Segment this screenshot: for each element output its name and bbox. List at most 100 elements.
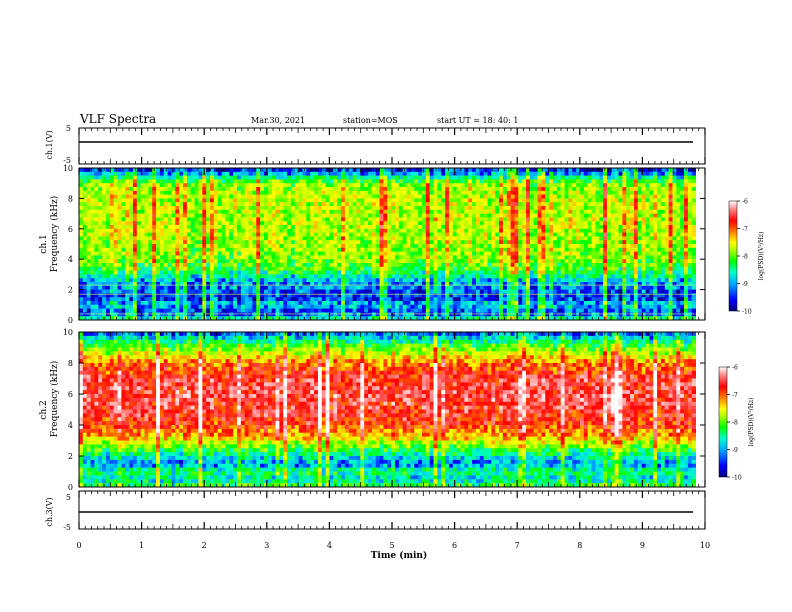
ch1-spectrogram-cell [410,308,415,313]
ch1-spectrogram-cell [194,266,199,271]
ch1-spectrogram-cell [229,202,234,207]
ch1-spectrogram-cell [159,194,165,199]
ch1-spectrogram-cell [117,240,122,245]
ch1-spectrogram-cell [310,198,315,203]
ch1-spectrogram-cell [456,247,461,252]
ch1-spectrogram-cell [479,244,485,249]
ch1-spectrogram-cell [375,240,380,245]
ch1-spectrogram-cell [79,171,84,176]
ch1-spectrogram-cell [425,304,431,309]
ch1-spectrogram-cell [267,301,273,306]
ch1-spectrogram-cell [179,228,184,233]
ch1-spectrogram-cell [287,304,292,309]
ch1-spectrogram-cell [240,187,246,192]
ch1-spectrogram-cell [279,168,284,173]
ch1-spectrogram-cell [225,304,230,309]
ch1-spectrogram-cell [360,263,365,268]
ch1-spectrogram-cell [368,228,373,233]
ch1-spectrogram-cell [132,266,138,271]
ch1-spectrogram-cell [175,289,180,294]
ch1-spectrogram-cell [499,270,504,275]
ch1-spectrogram-cell [298,202,303,207]
ch1-spectrogram-cell [240,297,246,302]
ch1-spectrogram-cell [136,236,142,241]
ch1-spectrogram-cell [248,316,253,321]
ch1-spectrogram-cell [221,274,226,279]
ch1-spectrogram-cell [383,217,388,222]
ch1-spectrogram-cell [460,285,465,290]
ch1-spectrogram-cell [391,232,396,237]
ch1-spectrogram-cell [229,266,234,271]
ch1-spectrogram-cell [186,190,192,195]
ch1-spectrogram-cell [306,198,311,203]
ch1-spectrogram-cell [213,206,219,211]
ch1-spectrogram-cell [202,190,207,195]
ch1-spectrogram-cell [421,308,427,313]
ch1-spectrogram-cell [356,293,361,298]
ch1-spectrogram-cell [314,312,319,317]
ch1-spectrogram-cell [356,206,361,211]
ch1-spectrogram-cell [279,308,284,313]
ch1-spectrogram-cell [221,266,226,271]
ch1-spectrogram-cell [510,270,515,275]
ch1-spectrogram-cell [483,255,488,260]
ch1-spectrogram-cell [144,175,149,180]
ch1-spectrogram-cell [175,217,180,222]
ch1-spectrogram-cell [290,247,296,252]
ch1-spectrogram-cell [464,206,469,211]
ch1-spectrogram-cell [526,190,531,195]
ch1-spectrogram-cell [148,270,153,275]
ch1-spectrogram-cell [483,190,488,195]
ch1-spectrogram-cell [468,171,473,176]
ch1-spectrogram-cell [125,266,130,271]
ch1-spectrogram-cell [495,183,500,188]
ch1-spectrogram-cell [163,266,169,271]
ch1-spectrogram-cell [186,293,192,298]
ch1-spectrogram-cell [433,255,438,260]
ch1-spectrogram-cell [310,270,315,275]
ch1-spectrogram-cell [194,217,199,222]
ch1-spectrogram-cell [102,171,107,176]
ch1-spectrogram-cell [221,221,226,226]
ch1-spectrogram-cell [256,293,261,298]
ch1-spectrogram-cell [510,240,515,245]
ch1-spectrogram-cell [256,179,261,184]
ch1-spectrogram-cell [94,168,99,173]
ch1-spectrogram-cell [179,221,184,226]
ch1-spectrogram-cell [441,206,446,211]
ch1-spectrogram-cell [152,301,157,306]
ch1-spectrogram-cell [306,301,311,306]
ch1-spectrogram-cell [460,255,465,260]
ch1-spectrogram-cell [306,221,311,226]
ch1-spectrogram-cell [456,236,461,241]
ch1-spectrogram-cell [379,206,384,211]
ch1-spectrogram-cell [159,187,165,192]
ch1-spectrogram-cell [526,221,531,226]
ch1-spectrogram-cell [102,289,107,294]
ch1-spectrogram-cell [391,293,396,298]
ch1-spectrogram-cell [225,213,230,218]
ch1-spectrogram-cell [425,202,431,207]
ch1-spectrogram-cell [109,293,115,298]
ch1-spectrogram-cell [483,282,488,287]
ch1-spectrogram-cell [186,270,192,275]
ch1-spectrogram-cell [499,175,504,180]
ch1-spectrogram-cell [479,263,485,268]
ch1-spectrogram-cell [144,301,149,306]
ch1-spectrogram-cell [406,225,411,230]
ch1-spectrogram-cell [429,312,434,317]
ch1-spectrogram-cell [325,312,330,317]
ch1-spectrogram-cell [159,278,165,283]
ch1-spectrogram-cell [518,278,523,283]
ch1-spectrogram-cell [233,225,238,230]
ch1-spectrogram-cell [125,228,130,233]
ch1-spectrogram-cell [499,312,504,317]
ch1-spectrogram-cell [275,285,280,290]
ch1-spectrogram-cell [217,198,222,203]
ch1-spectrogram-cell [395,289,400,294]
ch1-spectrogram-cell [352,202,357,207]
ch1-spectrogram-cell [491,209,496,214]
ch1-spectrogram-cell [179,183,184,188]
ch1-spectrogram-cell [329,175,334,180]
ch1-spectrogram-cell [152,274,157,279]
